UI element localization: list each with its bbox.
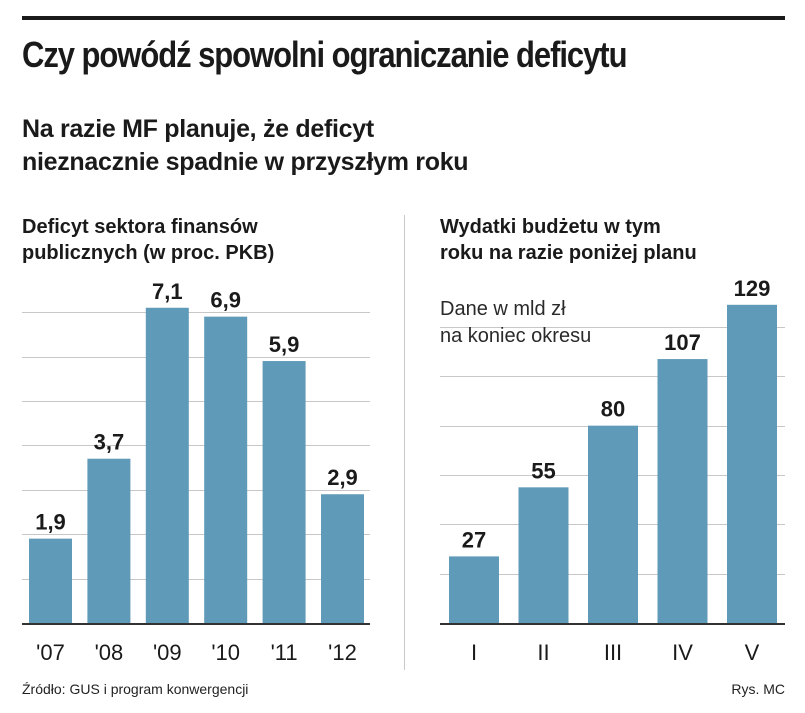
x-tick-label: '10 — [211, 640, 240, 665]
x-tick-label: '11 — [271, 640, 298, 665]
bar-deficit-0 — [29, 538, 72, 623]
x-tick-label: V — [745, 640, 760, 665]
bar-spending-3 — [657, 359, 708, 623]
x-tick-label: III — [604, 640, 622, 665]
left-chart-title-line-1: Deficyt sektora finansów — [22, 216, 258, 238]
x-tick-label: '12 — [328, 640, 357, 665]
bar-deficit-5 — [321, 494, 364, 623]
bar-spending-2 — [588, 425, 638, 623]
top-rule — [22, 16, 785, 20]
credit-note: Rys. MC — [731, 681, 785, 697]
bar-spending-4 — [727, 304, 777, 623]
right-chart-title: Wydatki budżetu w tym roku na razie poni… — [440, 214, 697, 266]
bar-deficit-2 — [145, 307, 189, 623]
subtitle-line-2: nieznacznie spadnie w przyszłym roku — [22, 148, 469, 176]
x-tick-label: '08 — [95, 640, 124, 665]
data-label: 129 — [734, 276, 771, 301]
data-label: 3,7 — [94, 430, 125, 455]
right-chart-note: Dane w mld zł na koniec okresu — [440, 296, 591, 350]
data-label: 1,9 — [35, 510, 66, 535]
left-chart-title: Deficyt sektora finansów publicznych (w … — [22, 214, 274, 266]
bar-deficit-3 — [204, 316, 248, 623]
x-tick-label: '07 — [36, 640, 65, 665]
data-label: 2,9 — [327, 465, 358, 490]
bar-deficit-4 — [262, 361, 306, 623]
data-label: 6,9 — [210, 288, 241, 313]
right-chart-title-line-2: roku na razie poniżej planu — [440, 242, 697, 264]
x-tick-label: II — [537, 640, 549, 665]
bar-deficit-1 — [87, 458, 131, 623]
panel-divider — [404, 215, 405, 670]
left-chart-title-line-2: publicznych (w proc. PKB) — [22, 242, 275, 264]
right-chart-title-line-1: Wydatki budżetu w tym — [440, 216, 661, 238]
subtitle: Na razie MF planuje, że deficyt nieznacz… — [22, 113, 642, 179]
subtitle-line-1: Na razie MF planuje, że deficyt — [22, 115, 374, 143]
data-label: 107 — [664, 330, 701, 355]
bar-spending-1 — [518, 487, 569, 623]
right-chart-note-line-2: na koniec okresu — [440, 325, 592, 347]
right-chart-note-line-1: Dane w mld zł — [440, 298, 566, 320]
x-tick-label: IV — [672, 640, 693, 665]
bar-spending-0 — [449, 556, 499, 623]
data-label: 80 — [601, 397, 625, 422]
data-label: 7,1 — [152, 279, 183, 304]
x-tick-label: I — [471, 640, 477, 665]
data-label: 5,9 — [269, 332, 300, 357]
x-tick-label: '09 — [153, 640, 182, 665]
data-label: 55 — [531, 458, 555, 483]
page-title: Czy powódź spowolni ograniczanie deficyt… — [22, 34, 628, 75]
data-label: 27 — [462, 527, 486, 552]
source-note: Źródło: GUS i program konwergencji — [22, 681, 249, 697]
